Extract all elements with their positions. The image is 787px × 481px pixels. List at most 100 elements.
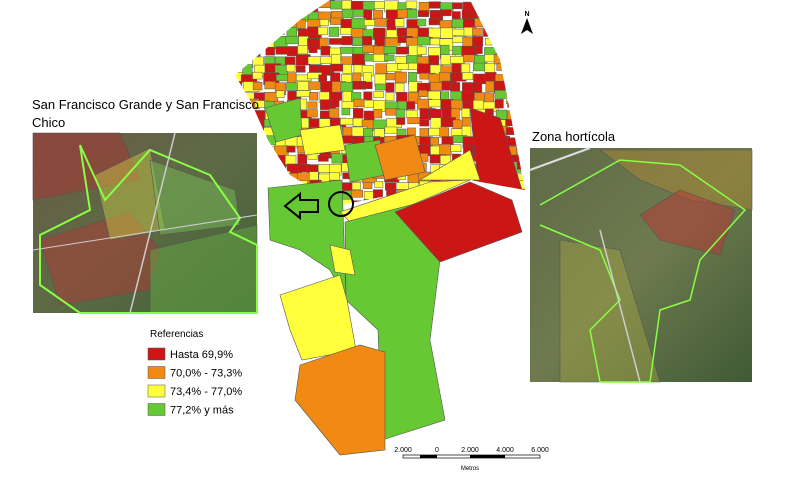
parcel (307, 56, 323, 65)
parcel (386, 19, 397, 31)
parcel (286, 64, 296, 72)
parcel (451, 28, 466, 36)
inset-zone (32, 132, 141, 201)
parcel (317, 26, 328, 36)
parcel (341, 56, 354, 66)
parcel (235, 54, 243, 61)
map-zone (267, 179, 347, 301)
parcel (428, 127, 441, 137)
parcel (287, 0, 300, 11)
parcel (330, 63, 344, 72)
parcel (252, 82, 263, 91)
parcel (529, 108, 543, 116)
parcel (473, 73, 486, 84)
parcel (505, 9, 522, 20)
scale-label: 2.000 (461, 447, 479, 454)
map-zone (418, 149, 481, 181)
parcel (474, 0, 484, 8)
scale-bar (420, 455, 437, 458)
parcel (515, 65, 525, 75)
legend-swatch (147, 384, 166, 398)
parcel (340, 81, 354, 92)
parcel (308, 0, 319, 12)
parcel (375, 63, 388, 74)
legend-swatch (147, 366, 166, 379)
parcel (515, 1, 525, 11)
parcel (242, 19, 256, 29)
parcel (342, 135, 353, 144)
parcel (518, 126, 525, 134)
legend-label: 73,4% - 77,0% (170, 386, 242, 398)
parcel (274, 18, 286, 26)
legend-label: Hasta 69,9% (170, 349, 233, 361)
parcel (517, 188, 525, 200)
parcel (530, 55, 539, 62)
scale-label: 6.000 (531, 447, 549, 454)
parcel (251, 9, 263, 16)
parcel (461, 108, 471, 119)
parcel (286, 145, 296, 153)
parcel (362, 182, 373, 189)
parcel (385, 82, 395, 93)
parcel (264, 20, 277, 28)
parcel (342, 91, 352, 104)
legend-swatch (147, 347, 166, 361)
parcel (275, 9, 291, 20)
parcel (474, 45, 483, 54)
parcel (507, 100, 518, 108)
parcel (309, 171, 319, 181)
parcel (383, 46, 397, 54)
parcel (297, 81, 310, 91)
parcel (495, 20, 505, 29)
parcel (243, 28, 259, 38)
parcel (374, 17, 389, 27)
parcel (504, 80, 522, 91)
parcel (235, 46, 248, 58)
parcel (373, 91, 384, 99)
parcel (287, 46, 298, 56)
parcel (461, 63, 471, 74)
parcel (417, 18, 427, 27)
parcel (274, 28, 285, 35)
parcel (320, 81, 334, 94)
parcel (235, 81, 243, 94)
parcel (516, 109, 525, 118)
parcel (328, 26, 340, 37)
parcel (507, 44, 520, 57)
parcel (439, 9, 452, 17)
parcel (384, 126, 398, 134)
parcel (252, 18, 269, 30)
parcel (342, 64, 352, 74)
parcel (263, 28, 274, 38)
parcel (253, 37, 269, 50)
parcel (308, 81, 321, 90)
parcel (441, 107, 453, 119)
map-zone (374, 134, 426, 181)
scale-label: 4.000 (496, 447, 514, 454)
parcel (330, 0, 344, 10)
legend-label: 77,2% y más (170, 405, 234, 417)
parcel (318, 155, 329, 162)
parcel (263, 173, 276, 185)
parcel (319, 19, 329, 26)
parcel (362, 81, 373, 89)
parcel (493, 54, 509, 65)
parcel (517, 72, 525, 80)
parcel (438, 71, 451, 82)
parcel (351, 189, 363, 198)
parcel (254, 1, 264, 12)
parcel (407, 117, 421, 125)
parcel (340, 118, 354, 126)
parcel (485, 37, 500, 46)
parcel (295, 65, 306, 73)
parcel (341, 36, 353, 46)
parcel (405, 0, 418, 9)
parcel (362, 36, 373, 45)
parcel (264, 0, 278, 10)
parcel (397, 9, 409, 19)
parcel (341, 107, 351, 116)
parcel (252, 71, 263, 80)
parcel (235, 35, 241, 47)
inset-title: San Francisco Grande y San Francisco Chi… (32, 97, 259, 130)
